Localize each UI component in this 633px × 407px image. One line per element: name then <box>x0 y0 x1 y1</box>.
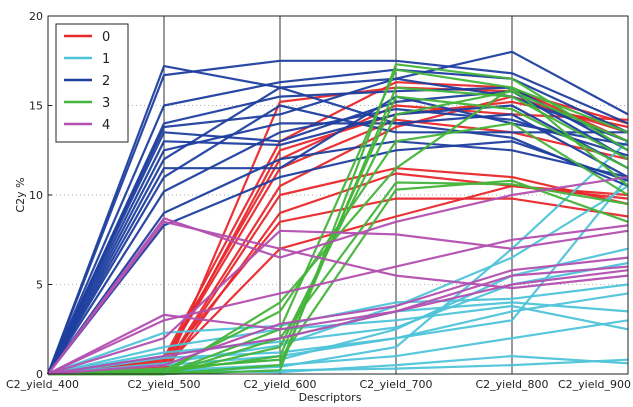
y-tick-label: 10 <box>29 189 43 202</box>
x-tick-label: C2_yield_600 <box>243 378 316 391</box>
series-3-line <box>47 122 629 376</box>
x-axis-label: Descriptors <box>299 391 362 403</box>
series-1-line <box>47 176 629 376</box>
series-4-line <box>47 220 629 375</box>
series-2-line <box>47 140 629 375</box>
series-2-line <box>47 104 629 375</box>
series-lines <box>46 50 629 376</box>
legend-label-1: 1 <box>102 52 110 67</box>
y-axis-label: C2y % <box>14 177 27 212</box>
x-axis-ticks: C2_yield_400 C2_yield_500 C2_yield_600 C2_y… <box>6 378 631 391</box>
series-4-line <box>47 265 629 375</box>
series-2-line <box>47 95 629 375</box>
legend-label-0: 0 <box>102 30 110 45</box>
series-2-line <box>46 68 629 375</box>
series-2-line <box>47 104 628 375</box>
series-2-line <box>47 140 629 375</box>
series-4-line <box>47 256 629 376</box>
series-4-line <box>47 229 629 376</box>
y-tick-label: 15 <box>29 100 43 113</box>
y-tick-label: 0 <box>36 368 43 381</box>
series-2-line <box>47 86 629 375</box>
series-2-line <box>46 50 629 375</box>
legend-label-2: 2 <box>102 74 110 89</box>
x-tick-label: C2_yield_400 <box>6 378 79 391</box>
series-4-line <box>47 176 629 375</box>
series-2-line <box>47 107 629 375</box>
series-0-line <box>47 118 629 376</box>
series-1-line <box>47 261 629 376</box>
series-3-line <box>47 179 629 376</box>
x-tick-label: C2_yield_800 <box>475 378 548 391</box>
y-tick-label: 20 <box>29 10 43 23</box>
series-2-line <box>47 86 629 375</box>
legend-box <box>55 23 129 143</box>
series-2-line <box>46 59 629 375</box>
y-tick-label: 5 <box>36 279 43 292</box>
legend-label-4: 4 <box>102 118 110 133</box>
series-4-line <box>47 224 629 375</box>
x-tick-label: C2_yield_700 <box>359 378 432 391</box>
legend-label-3: 3 <box>102 96 110 111</box>
series-4-line <box>47 269 629 376</box>
x-tick-label: C2_yield_500 <box>127 378 200 391</box>
y-axis-ticks: 0 5 10 15 20 <box>29 10 52 381</box>
x-tick-label: C2_yield_900 <box>558 378 631 391</box>
legend: 0 1 2 3 4 <box>55 23 129 143</box>
